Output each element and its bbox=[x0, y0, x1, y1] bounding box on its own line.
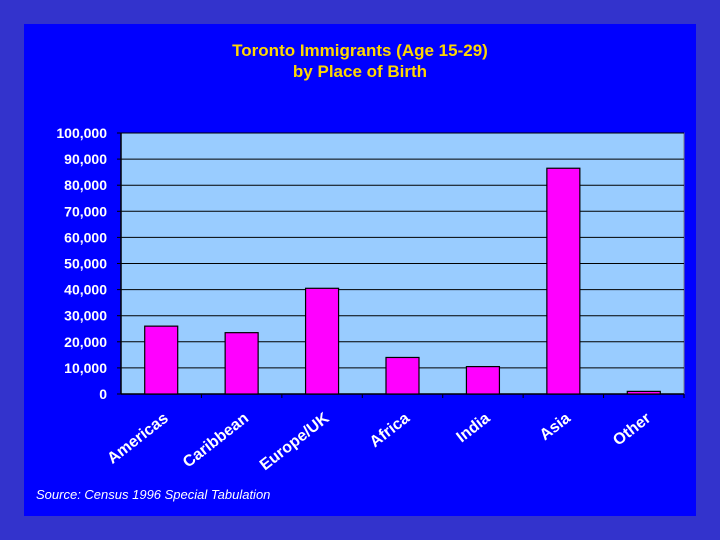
y-tick-label: 70,000 bbox=[64, 203, 107, 219]
y-tick-label: 40,000 bbox=[64, 282, 107, 298]
chart-title-line-1: Toronto Immigrants (Age 15-29) bbox=[232, 41, 488, 60]
bar-india bbox=[465, 365, 501, 395]
bar-caribbean bbox=[224, 332, 259, 395]
y-tick-label: 20,000 bbox=[64, 334, 107, 350]
x-tick-label: Other bbox=[610, 410, 654, 450]
y-tick-label: 80,000 bbox=[64, 177, 107, 193]
y-tick-label: 50,000 bbox=[64, 256, 107, 272]
y-tick-label: 30,000 bbox=[64, 308, 107, 324]
x-tick-label: India bbox=[453, 410, 493, 446]
x-tick-label: Americas bbox=[104, 410, 171, 468]
y-tick-label: 60,000 bbox=[64, 229, 107, 245]
x-tick-label: Europe/UK bbox=[257, 409, 333, 474]
source-note: Source: Census 1996 Special Tabulation bbox=[36, 487, 271, 502]
bar-europe-uk bbox=[304, 287, 340, 395]
x-tick-label: Africa bbox=[367, 410, 413, 451]
chart-title-line-2: by Place of Birth bbox=[292, 62, 428, 81]
x-tick-label: Asia bbox=[537, 410, 574, 444]
bar-africa bbox=[385, 356, 420, 395]
bar-asia bbox=[546, 167, 581, 395]
y-tick-label: 100,000 bbox=[56, 125, 107, 141]
bar-americas bbox=[144, 325, 179, 395]
y-tick-label: 0 bbox=[99, 386, 107, 402]
x-tick-label: Caribbean bbox=[180, 410, 252, 472]
y-tick-label: 10,000 bbox=[64, 360, 107, 376]
y-tick-label: 90,000 bbox=[64, 151, 107, 167]
bar-other bbox=[626, 390, 661, 395]
